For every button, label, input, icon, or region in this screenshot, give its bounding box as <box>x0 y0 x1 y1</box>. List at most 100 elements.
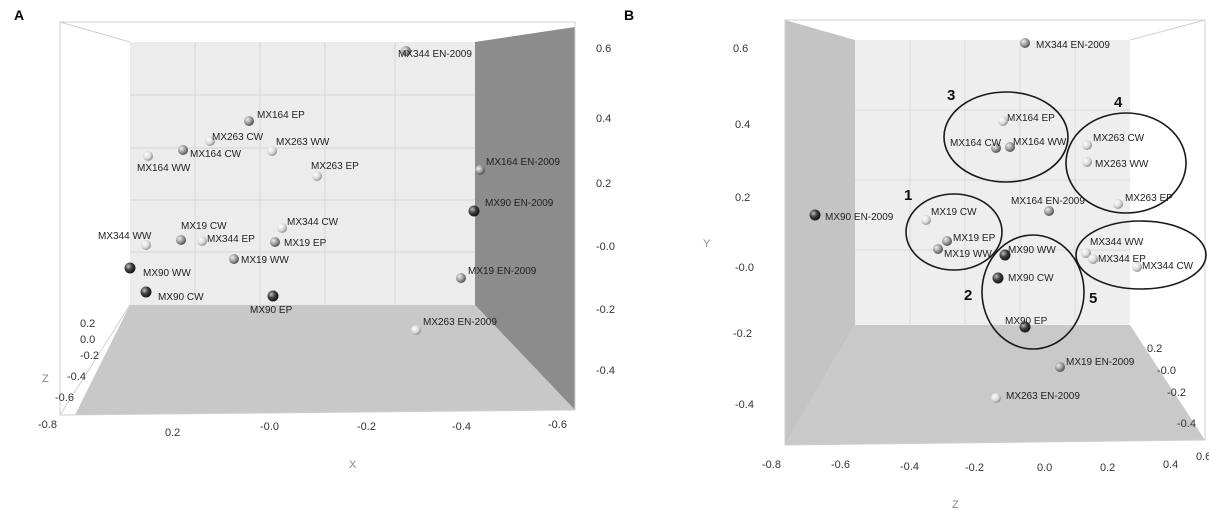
cluster-ellipse-3 <box>943 91 1069 183</box>
point-label: MX19 WW <box>241 255 289 266</box>
point-label: MX344 EP <box>207 234 255 245</box>
data-point <box>1020 38 1030 48</box>
panel-b-depth-ticks: 0.2 -0.0 -0.2 -0.4 <box>1147 343 1196 430</box>
y-tick: -0.4 <box>596 365 615 377</box>
panel-a-x-ticks: -0.8 0.2 -0.0 -0.2 -0.4 -0.6 X <box>38 419 567 471</box>
panel-b-points: MX344 EN-2009 MX164 EP MX164 CW MX164 WW MX2… <box>809 38 1194 403</box>
cluster-label-5: 5 <box>1089 290 1097 307</box>
panel-a-edge <box>59 304 131 416</box>
y-tick: 0.6 <box>596 43 611 55</box>
point-label: MX344 EN-2009 <box>398 49 472 60</box>
data-point <box>411 325 421 335</box>
data-point <box>1019 321 1031 333</box>
point-label: MX344 CW <box>1142 261 1194 272</box>
panel-a-floor <box>75 305 575 415</box>
y-tick: 0.2 <box>735 192 750 204</box>
data-point <box>456 273 466 283</box>
x-tick: 0.4 <box>1163 459 1178 471</box>
data-point <box>468 205 480 217</box>
y-tick: -0.0 <box>735 262 754 274</box>
point-label: MX90 WW <box>1008 245 1056 256</box>
point-label: MX263 EN-2009 <box>1006 391 1080 402</box>
panel-a-right-wall <box>475 27 575 410</box>
data-point <box>267 290 279 302</box>
data-point <box>141 240 151 250</box>
point-label: MX263 EP <box>1125 193 1173 204</box>
point-label: MX19 EN-2009 <box>1066 357 1135 368</box>
data-point <box>205 136 215 146</box>
y-tick: -0.2 <box>733 328 752 340</box>
point-label: MX263 EP <box>311 161 359 172</box>
data-point <box>178 145 188 155</box>
point-label: MX263 CW <box>212 132 264 143</box>
point-label: MX19 WW <box>944 249 992 260</box>
data-point <box>1055 362 1065 372</box>
point-label: MX90 EN-2009 <box>485 198 554 209</box>
panel-a-y-ticks: 0.6 0.4 0.2 -0.0 -0.2 -0.4 <box>596 43 615 377</box>
cluster-label-1: 1 <box>904 187 912 204</box>
y-tick: -0.2 <box>596 304 615 316</box>
data-point <box>1005 142 1015 152</box>
panel-b-left-wall <box>785 20 855 445</box>
z-tick: 0.2 <box>80 318 95 330</box>
z-tick: 0.0 <box>80 334 95 346</box>
point-label: MX344 EN-2009 <box>1036 40 1110 51</box>
data-point <box>277 223 287 233</box>
panel-a-frame <box>59 21 576 416</box>
y-axis-title: Y <box>703 238 711 250</box>
data-point <box>1082 140 1092 150</box>
point-label: MX19 EN-2009 <box>468 266 537 277</box>
point-label: MX19 CW <box>931 207 977 218</box>
point-label: MX263 EN-2009 <box>423 317 497 328</box>
point-label: MX90 CW <box>158 292 204 303</box>
data-point <box>244 116 254 126</box>
panel-a-edge <box>59 21 131 43</box>
x-tick: 0.6 <box>1196 451 1209 463</box>
data-point <box>229 254 239 264</box>
panel-a: A 0.6 0.4 0.2 -0.0 -0.2 -0.4 0.2 0.0 <box>14 7 615 471</box>
cluster-label-4: 4 <box>1114 94 1123 111</box>
z-tick: -0.4 <box>67 371 86 383</box>
point-label: MX164 EP <box>1007 113 1055 124</box>
x-tick: 0.0 <box>1037 462 1052 474</box>
panel-b-frame <box>784 19 1206 446</box>
panel-b-y-ticks: 0.6 0.4 0.2 -0.0 -0.2 -0.4 Y <box>703 43 754 411</box>
point-label: MX90 EN-2009 <box>825 212 894 223</box>
data-point <box>124 262 136 274</box>
point-label: MX19 CW <box>181 221 227 232</box>
data-point <box>270 237 280 247</box>
y-tick: 0.2 <box>596 178 611 190</box>
z-axis-title: Z <box>42 373 49 385</box>
point-label: MX19 EP <box>284 238 327 249</box>
point-label: MX90 WW <box>143 268 191 279</box>
depth-tick: -0.2 <box>1167 387 1186 399</box>
data-point <box>992 272 1004 284</box>
panel-a-gridlines <box>130 42 475 305</box>
data-point <box>143 151 153 161</box>
x-tick: -0.4 <box>452 421 471 433</box>
x-tick: -0.2 <box>965 462 984 474</box>
depth-tick: -0.0 <box>1157 365 1176 377</box>
point-label: MX344 WW <box>98 231 152 242</box>
y-tick: 0.4 <box>596 113 611 125</box>
point-label: MX164 CW <box>190 149 242 160</box>
point-label: MX344 EP <box>1098 254 1146 265</box>
data-point <box>942 236 952 246</box>
cluster-label-2: 2 <box>964 287 972 304</box>
panel-b-cluster-labels: 1 2 3 4 5 <box>904 87 1123 307</box>
data-point <box>401 46 411 56</box>
depth-tick: 0.2 <box>1147 343 1162 355</box>
y-tick: 0.4 <box>735 119 750 131</box>
x-tick: -0.8 <box>762 459 781 471</box>
point-label: MX164 EN-2009 <box>1011 196 1085 207</box>
data-point <box>991 143 1001 153</box>
panel-a-z-ticks: 0.2 0.0 -0.2 -0.4 -0.6 Z <box>42 318 99 404</box>
point-label: MX19 EP <box>953 233 996 244</box>
data-point <box>921 215 931 225</box>
cluster-ellipse-2 <box>981 234 1085 350</box>
data-point <box>197 236 207 246</box>
data-point <box>998 116 1008 126</box>
panel-b: B 0.6 0.4 0.2 -0.0 -0.2 -0.4 Y -0.8 -0.6 <box>624 7 1209 511</box>
